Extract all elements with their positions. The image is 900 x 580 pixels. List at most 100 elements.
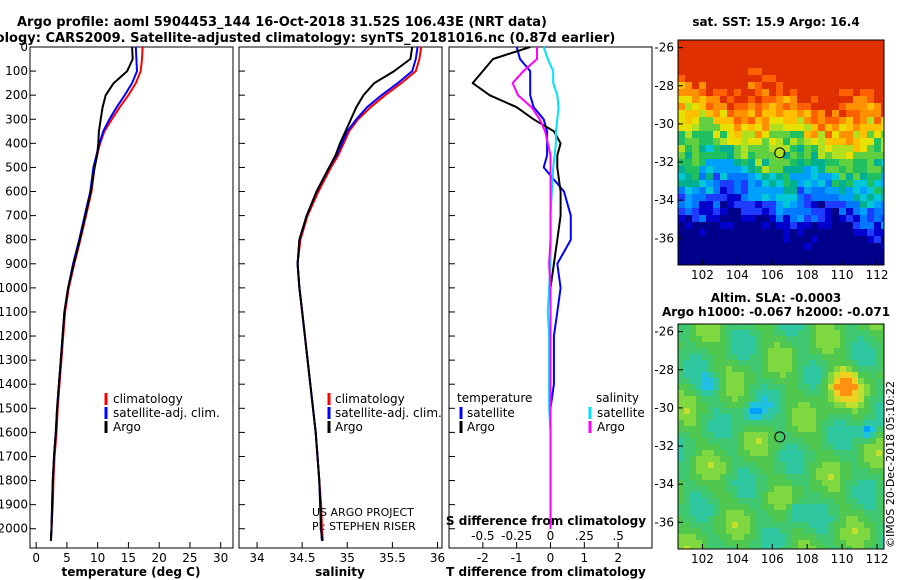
map-cell bbox=[684, 438, 691, 445]
map-cell bbox=[774, 408, 781, 415]
map-cell bbox=[839, 229, 847, 237]
map-cell bbox=[685, 159, 693, 167]
map-cell bbox=[786, 336, 793, 343]
map-cell bbox=[713, 124, 721, 132]
map-cell bbox=[720, 180, 728, 188]
map-cell bbox=[780, 438, 787, 445]
map-cell bbox=[783, 82, 791, 90]
map-cell bbox=[720, 492, 727, 499]
map-cell bbox=[798, 444, 805, 451]
map-cell bbox=[810, 450, 817, 457]
map-cell bbox=[692, 82, 700, 90]
map-cell bbox=[692, 250, 700, 258]
map-cell bbox=[834, 330, 841, 337]
map-cell bbox=[708, 414, 715, 421]
map-cell bbox=[825, 117, 833, 125]
map-cell bbox=[798, 366, 805, 373]
map-cell bbox=[699, 201, 707, 209]
map-cell bbox=[734, 117, 742, 125]
map-cell bbox=[690, 342, 697, 349]
map-cell bbox=[834, 378, 841, 385]
map-cell bbox=[678, 504, 685, 511]
map-cell bbox=[811, 159, 819, 167]
map-cell bbox=[741, 257, 749, 265]
map-cell bbox=[840, 456, 847, 463]
map-cell bbox=[852, 414, 859, 421]
map-cell bbox=[828, 528, 835, 535]
map-cell bbox=[684, 384, 691, 391]
temperature-panel-frame bbox=[29, 46, 234, 549]
legend-argo-label: Argo bbox=[335, 420, 363, 434]
map-cell bbox=[699, 215, 707, 223]
map-cell bbox=[783, 250, 791, 258]
map-cell bbox=[702, 444, 709, 451]
map-cell bbox=[696, 378, 703, 385]
map-cell bbox=[846, 474, 853, 481]
map-cell bbox=[699, 145, 707, 153]
map-cell bbox=[867, 257, 875, 265]
lon-tick-label: 104 bbox=[726, 268, 749, 282]
map-cell bbox=[726, 510, 733, 517]
map-cell bbox=[727, 257, 735, 265]
map-cell bbox=[818, 243, 826, 251]
map-cell bbox=[882, 396, 884, 403]
map-cell bbox=[744, 480, 751, 487]
map-cell bbox=[870, 324, 877, 331]
map-cell bbox=[678, 336, 685, 343]
map-cell bbox=[690, 474, 697, 481]
map-cell bbox=[816, 426, 823, 433]
map-cell bbox=[783, 187, 791, 195]
map-cell bbox=[822, 438, 829, 445]
map-cell bbox=[738, 390, 745, 397]
map-cell bbox=[810, 528, 817, 535]
map-cell bbox=[811, 229, 819, 237]
map-cell bbox=[774, 402, 781, 409]
map-cell bbox=[750, 426, 757, 433]
map-cell bbox=[881, 194, 884, 202]
legend-temperature-heading: temperature bbox=[457, 391, 532, 405]
map-cell bbox=[762, 173, 770, 181]
map-cell bbox=[684, 444, 691, 451]
map-cell bbox=[860, 47, 868, 55]
map-cell bbox=[852, 348, 859, 355]
map-cell bbox=[822, 384, 829, 391]
map-cell bbox=[792, 534, 799, 541]
map-cell bbox=[876, 516, 883, 523]
map-cell bbox=[834, 396, 841, 403]
map-cell bbox=[832, 194, 840, 202]
map-cell bbox=[846, 103, 854, 111]
map-cell bbox=[839, 173, 847, 181]
map-cell bbox=[828, 444, 835, 451]
map-cell bbox=[852, 378, 859, 385]
legend-sal-argo-label: Argo bbox=[597, 420, 625, 434]
map-cell bbox=[846, 68, 854, 76]
map-cell bbox=[798, 504, 805, 511]
map-cell bbox=[839, 180, 847, 188]
map-cell bbox=[714, 474, 721, 481]
map-cell bbox=[755, 110, 763, 118]
map-cell bbox=[755, 96, 763, 104]
map-cell bbox=[708, 324, 715, 331]
map-cell bbox=[726, 468, 733, 475]
map-cell bbox=[741, 82, 749, 90]
map-cell bbox=[840, 402, 847, 409]
map-cell bbox=[804, 486, 811, 493]
map-cell bbox=[714, 534, 721, 541]
map-cell bbox=[840, 450, 847, 457]
map-cell bbox=[678, 486, 685, 493]
map-cell bbox=[786, 504, 793, 511]
map-cell bbox=[755, 75, 763, 83]
map-cell bbox=[727, 96, 735, 104]
map-cell bbox=[762, 201, 770, 209]
map-cell bbox=[780, 504, 787, 511]
map-cell bbox=[690, 468, 697, 475]
map-cell bbox=[744, 522, 751, 529]
map-cell bbox=[696, 528, 703, 535]
map-cell bbox=[720, 354, 727, 361]
map-cell bbox=[756, 486, 763, 493]
map-cell bbox=[738, 474, 745, 481]
map-cell bbox=[678, 546, 685, 549]
map-cell bbox=[852, 372, 859, 379]
map-cell bbox=[727, 215, 735, 223]
map-cell bbox=[780, 480, 787, 487]
